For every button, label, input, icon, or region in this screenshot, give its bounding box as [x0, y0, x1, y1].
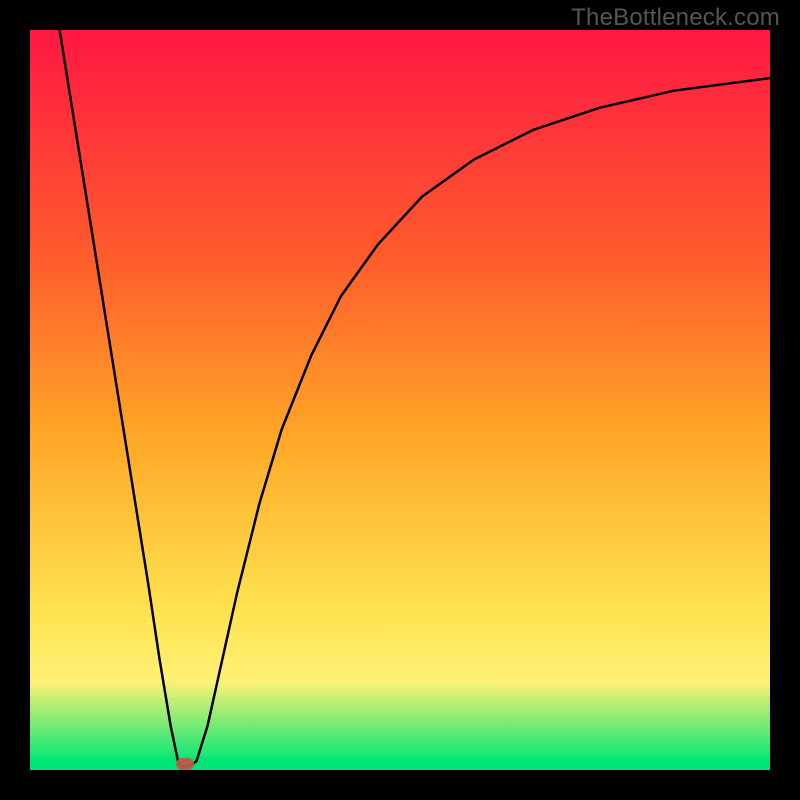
chart-frame: TheBottleneck.com [0, 0, 800, 800]
plot-area [30, 30, 770, 770]
optimum-marker [176, 758, 194, 770]
watermark-text: TheBottleneck.com [571, 4, 780, 32]
bottleneck-curve [60, 30, 770, 766]
curve-layer [30, 30, 770, 770]
